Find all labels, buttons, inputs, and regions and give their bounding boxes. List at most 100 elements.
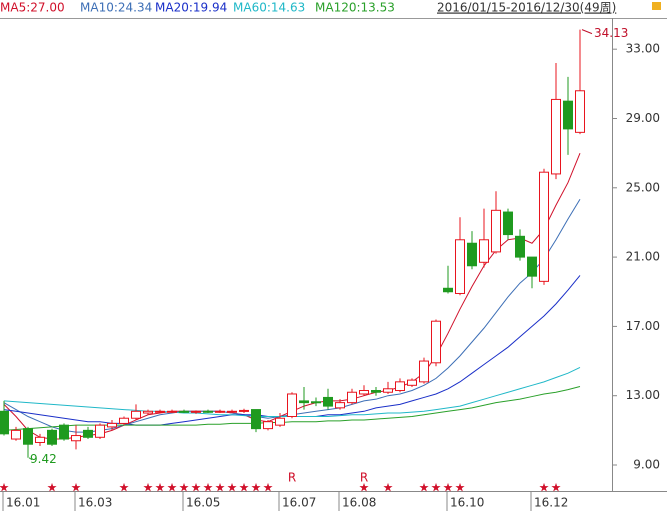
event-star: ★ bbox=[419, 481, 430, 495]
legend-entry: MA120:13.53 bbox=[315, 1, 395, 15]
event-star: ★ bbox=[551, 481, 562, 495]
candle-body bbox=[83, 429, 93, 438]
candle-body bbox=[431, 320, 441, 364]
candle-body bbox=[275, 417, 285, 426]
candle-body bbox=[359, 390, 369, 395]
event-star: ★ bbox=[215, 481, 226, 495]
candle-body bbox=[347, 391, 357, 404]
x-tick-label: 16.03 bbox=[78, 496, 112, 510]
event-star: ★ bbox=[263, 481, 274, 495]
candle-body bbox=[239, 409, 249, 412]
candle-body bbox=[467, 242, 477, 267]
event-star: ★ bbox=[443, 481, 454, 495]
event-r: R bbox=[360, 471, 368, 485]
min-pointer bbox=[28, 457, 33, 461]
x-tick-label: 16.08 bbox=[342, 496, 376, 510]
candle-body bbox=[95, 424, 105, 438]
event-star: ★ bbox=[455, 481, 466, 495]
candle-body bbox=[515, 235, 525, 258]
candle-body bbox=[503, 211, 513, 236]
candle-body bbox=[575, 90, 585, 133]
event-star: ★ bbox=[167, 481, 178, 495]
x-tick-label: 16.01 bbox=[6, 496, 40, 510]
candle-body bbox=[371, 390, 381, 393]
candle-body bbox=[35, 436, 45, 443]
candle-body bbox=[335, 402, 345, 409]
candle-body bbox=[47, 429, 57, 445]
candle-body bbox=[443, 287, 453, 293]
candle-body bbox=[131, 410, 141, 419]
max-label: 34.13 bbox=[594, 26, 628, 40]
candle-body bbox=[143, 410, 153, 414]
event-star: ★ bbox=[203, 481, 214, 495]
candle-body bbox=[155, 410, 165, 413]
candle-body bbox=[203, 410, 213, 413]
candle-body bbox=[383, 388, 393, 393]
y-tick-label: 25.00 bbox=[626, 180, 660, 194]
event-star: ★ bbox=[251, 481, 262, 495]
date-range: 2016/01/15-2016/12/30(49周) bbox=[437, 1, 616, 15]
event-star: ★ bbox=[539, 481, 550, 495]
min-label: 9.42 bbox=[30, 452, 57, 466]
legend-entry: MA5:27.00 bbox=[0, 1, 65, 15]
event-star: ★ bbox=[227, 481, 238, 495]
candle-body bbox=[59, 424, 69, 440]
event-star: ★ bbox=[47, 481, 58, 495]
y-tick-label: 33.00 bbox=[626, 42, 660, 56]
x-tick-label: 16.07 bbox=[282, 496, 316, 510]
event-star: ★ bbox=[71, 481, 82, 495]
candle-body bbox=[71, 435, 81, 442]
candle-body bbox=[539, 171, 549, 282]
candle-body bbox=[419, 360, 429, 383]
candle-body bbox=[179, 410, 189, 413]
candle-body bbox=[215, 410, 225, 413]
candle-body bbox=[455, 239, 465, 294]
candle-body bbox=[227, 410, 237, 413]
candle-body bbox=[107, 422, 117, 428]
max-pointer bbox=[581, 29, 593, 35]
event-star: ★ bbox=[143, 481, 154, 495]
legend-entry: MA20:19.94 bbox=[155, 1, 227, 15]
event-star: ★ bbox=[0, 481, 9, 495]
candle-body bbox=[323, 396, 333, 407]
candle-body bbox=[167, 410, 177, 413]
event-r: R bbox=[288, 471, 296, 485]
event-star: ★ bbox=[179, 481, 190, 495]
candle-body bbox=[527, 256, 537, 277]
x-tick-label: 16.05 bbox=[186, 496, 220, 510]
candle-body bbox=[251, 409, 261, 430]
x-tick-label: 16.12 bbox=[534, 496, 568, 510]
candle-body bbox=[395, 381, 405, 392]
y-tick-label: 21.00 bbox=[626, 250, 660, 264]
candle-body bbox=[11, 429, 21, 440]
lock-icon bbox=[652, 2, 661, 10]
event-star: ★ bbox=[191, 481, 202, 495]
candle-body bbox=[0, 410, 9, 435]
candle-body bbox=[191, 410, 201, 413]
y-tick-label: 13.00 bbox=[626, 388, 660, 402]
event-star: ★ bbox=[359, 481, 370, 495]
y-tick-label: 9.00 bbox=[633, 458, 660, 472]
candle-body bbox=[299, 400, 309, 404]
event-star: ★ bbox=[155, 481, 166, 495]
event-star: ★ bbox=[239, 481, 250, 495]
event-star: ★ bbox=[431, 481, 442, 495]
candle-body bbox=[119, 417, 129, 424]
y-tick-label: 29.00 bbox=[626, 111, 660, 125]
legend-entry: MA10:24.34 bbox=[80, 1, 152, 15]
candle-body bbox=[23, 428, 33, 445]
candle-body bbox=[263, 421, 273, 430]
candle-body bbox=[551, 98, 561, 175]
y-tick-label: 17.00 bbox=[626, 319, 660, 333]
candle-body bbox=[563, 100, 573, 130]
candle-body bbox=[491, 209, 501, 253]
candle-body bbox=[479, 239, 489, 263]
event-star: ★ bbox=[383, 481, 394, 495]
candle-body bbox=[287, 393, 297, 417]
candle-body bbox=[311, 401, 321, 404]
candle-body bbox=[407, 379, 417, 386]
legend-entry: MA60:14.63 bbox=[233, 1, 305, 15]
x-tick-label: 16.10 bbox=[450, 496, 484, 510]
event-star: ★ bbox=[119, 481, 130, 495]
